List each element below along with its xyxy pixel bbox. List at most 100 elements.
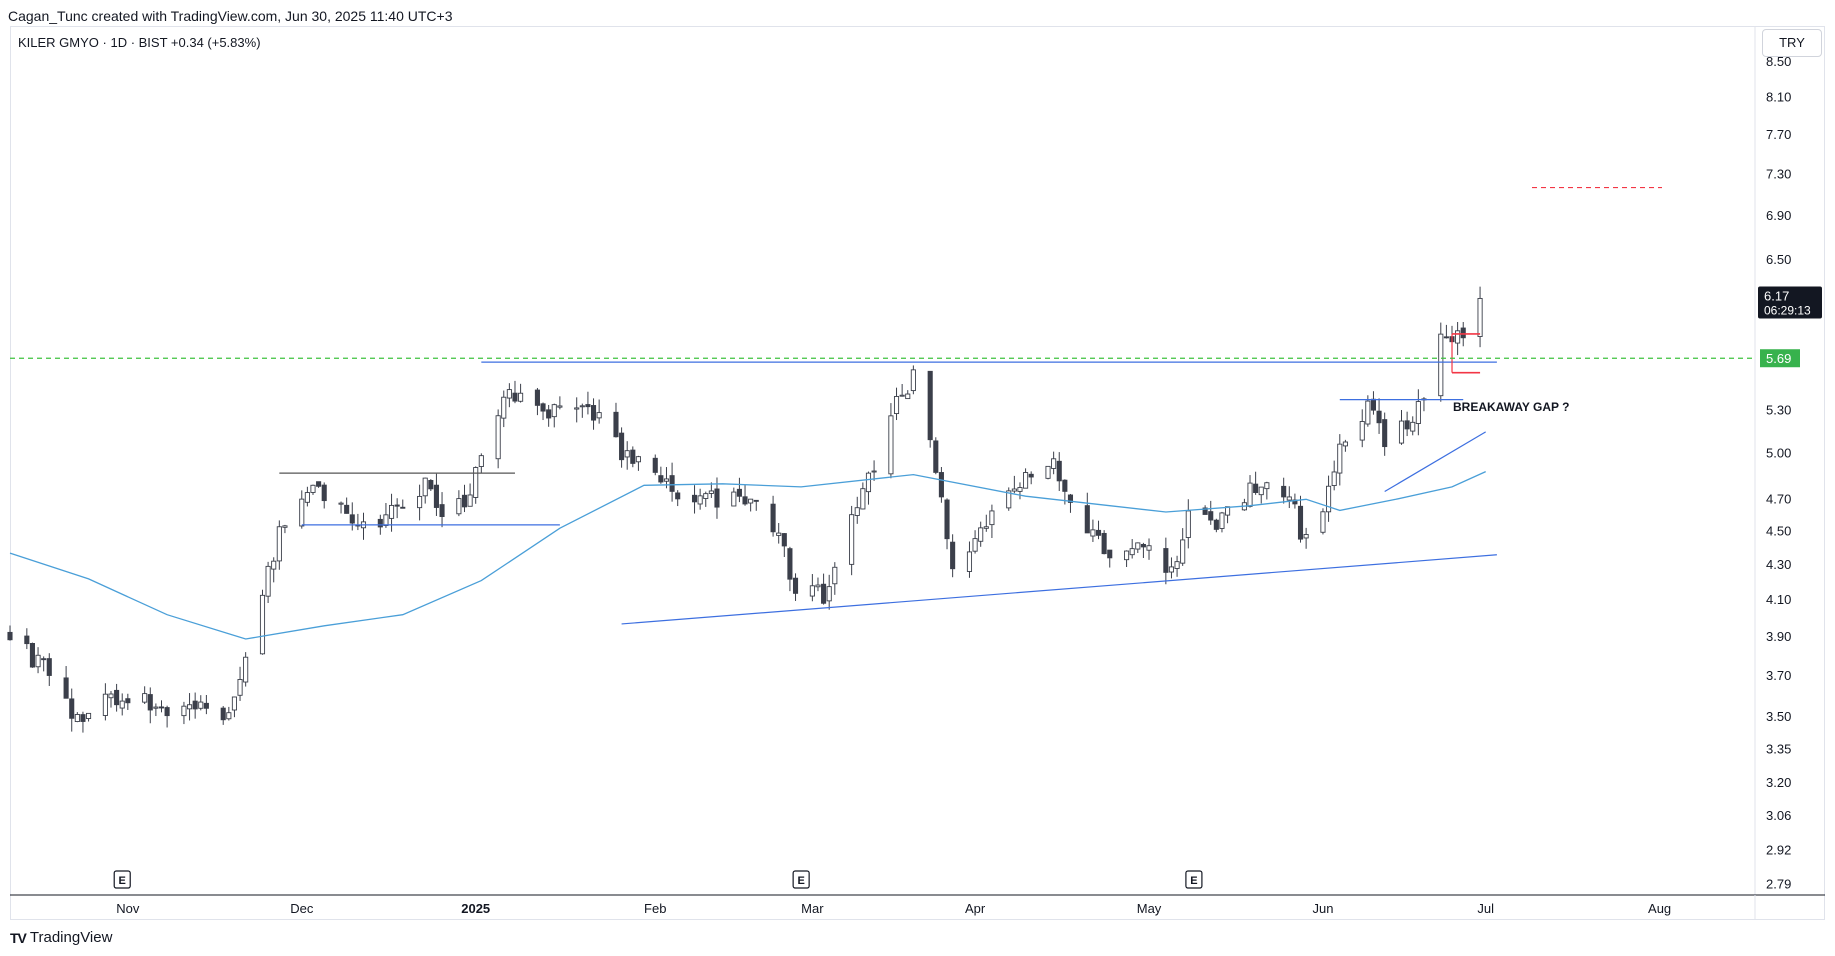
candle-down (512, 392, 518, 402)
candle-down (1163, 548, 1169, 573)
y-tick-label: 5.30 (1766, 403, 1791, 418)
y-tick-label: 6.50 (1766, 252, 1791, 267)
candle-down (1208, 511, 1214, 521)
currency-selector[interactable]: TRY (1762, 29, 1822, 57)
last-price-label: 6.17 (1764, 288, 1789, 303)
candle-down (7, 631, 13, 641)
candle-up (579, 405, 585, 408)
y-tick-label: 2.79 (1766, 876, 1791, 891)
candle-down (1460, 327, 1466, 339)
candle-down (1213, 519, 1219, 530)
candle-up (703, 493, 709, 499)
candle-up (388, 504, 395, 519)
level-price-tag-label: 5.69 (1766, 351, 1791, 366)
candle-down (158, 706, 165, 709)
candle-down (69, 698, 75, 719)
candle-up (265, 565, 271, 597)
y-tick-label: 4.70 (1766, 491, 1791, 506)
candle-up (86, 712, 92, 719)
candle-up (989, 510, 995, 526)
candle-down (1370, 398, 1377, 411)
candle-up (1006, 490, 1012, 509)
candle-down (742, 496, 748, 505)
candle-up (1398, 420, 1405, 444)
candle-down (534, 389, 540, 406)
earnings-marker-icon[interactable]: E (113, 870, 131, 889)
y-tick-label: 4.30 (1766, 557, 1791, 572)
candle-up (271, 560, 277, 570)
candle-down (114, 689, 120, 706)
candle-up (74, 714, 80, 722)
candle-up (259, 594, 266, 655)
candle-down (1404, 420, 1410, 430)
tradingview-logo[interactable]: TV TradingView (10, 929, 112, 946)
candle-down (439, 504, 445, 517)
candle-down (1067, 494, 1074, 503)
x-tick-label: Nov (116, 901, 140, 916)
candle-up (310, 484, 316, 493)
candle-up (776, 532, 782, 536)
candle-up (276, 526, 282, 562)
candle-down (1140, 543, 1146, 548)
x-tick-label: Feb (644, 901, 666, 916)
trend-line (621, 554, 1497, 625)
candle-down (394, 504, 400, 507)
candle-down (1062, 479, 1068, 492)
candle-up (860, 488, 866, 510)
candle-up (422, 477, 428, 497)
countdown-label: 06:29:13 (1764, 303, 1811, 317)
candle-down (714, 488, 720, 508)
candle-down (781, 533, 787, 547)
candle-up (888, 415, 894, 475)
candle-up (383, 514, 389, 526)
candles-group (7, 286, 1483, 733)
candle-up (697, 495, 703, 505)
candle-up (1320, 511, 1326, 533)
earnings-marker-box (113, 870, 131, 889)
candle-down (203, 702, 209, 709)
candle-down (400, 506, 406, 509)
x-tick-label: Dec (290, 901, 314, 916)
candle-down (787, 548, 793, 580)
candle-down (630, 449, 636, 464)
candle-down (1095, 529, 1102, 536)
y-tick-label: 2.92 (1766, 843, 1791, 858)
candle-up (551, 404, 557, 418)
candle-up (142, 693, 148, 703)
candle-up (456, 498, 462, 515)
earnings-marker-label: E (1190, 875, 1197, 887)
candle-up (826, 586, 832, 602)
candle-down (669, 475, 675, 492)
y-tick-label: 3.06 (1766, 808, 1791, 823)
candle-down (1056, 460, 1062, 482)
candle-up (871, 470, 877, 473)
candle-up (635, 456, 641, 463)
candle-down (770, 503, 776, 533)
candle-down (46, 658, 52, 676)
candle-up (1331, 471, 1337, 487)
candle-up (1247, 482, 1253, 507)
candle-up (1129, 548, 1135, 556)
y-tick-label: 3.35 (1766, 741, 1791, 756)
trend-line (1384, 431, 1486, 493)
candle-down (1443, 336, 1449, 339)
earnings-marker-icon[interactable]: E (792, 870, 810, 889)
candle-up (495, 415, 501, 460)
candle-down (933, 440, 939, 473)
candle-up (624, 450, 630, 458)
candle-up (102, 693, 108, 716)
candle-down (652, 457, 658, 473)
candle-down (1084, 505, 1090, 534)
candle-down (29, 643, 35, 668)
candle-up (854, 507, 860, 516)
attribution-text: Cagan_Tunc created with TradingView.com,… (8, 8, 453, 24)
candle-down (944, 499, 950, 540)
candle-up (574, 407, 580, 410)
candle-up (983, 526, 989, 529)
y-tick-label: 3.50 (1766, 709, 1791, 724)
candle-down (950, 541, 956, 570)
earnings-marker-icon[interactable]: E (1185, 870, 1203, 889)
candle-up (1219, 512, 1225, 529)
